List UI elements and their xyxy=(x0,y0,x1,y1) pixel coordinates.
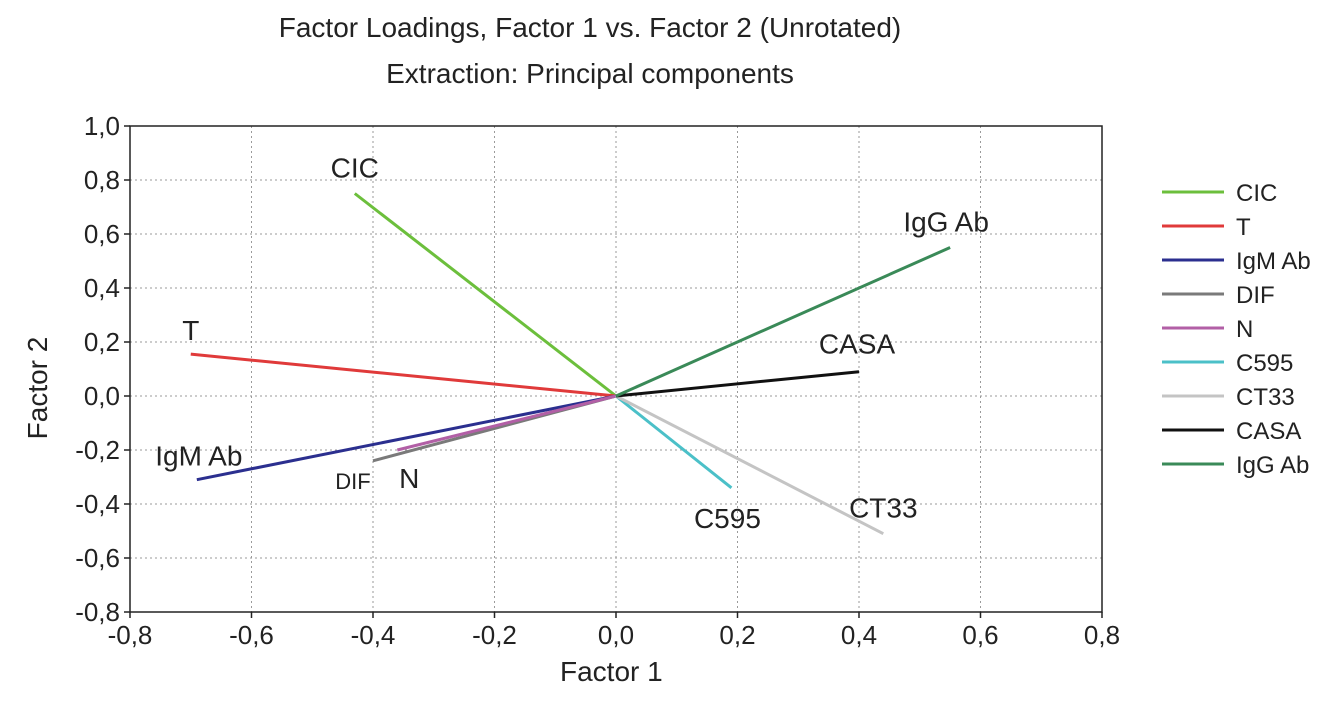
y-tick-label: 0,8 xyxy=(84,165,120,195)
series-label-dif: DIF xyxy=(335,469,370,494)
series-line-cic xyxy=(353,192,617,398)
chart-title: Factor Loadings, Factor 1 vs. Factor 2 (… xyxy=(278,12,902,43)
series-line-c595 xyxy=(615,394,733,489)
legend-label-casa: CASA xyxy=(1236,418,1301,445)
x-tick-label: 0,0 xyxy=(598,620,634,650)
legend-label-cic: CIC xyxy=(1236,180,1277,207)
legend-label-c595: C595 xyxy=(1236,350,1293,377)
y-tick-label: -0,6 xyxy=(75,543,120,573)
series-label-casa: CASA xyxy=(819,329,896,360)
x-axis-label: Factor 1 xyxy=(560,656,663,687)
x-tick-label: 0,4 xyxy=(841,620,877,650)
series-label-igg-ab: IgG Ab xyxy=(903,207,989,238)
series-line-casa xyxy=(615,370,860,398)
legend-label-dif: DIF xyxy=(1236,282,1275,309)
legend-label-t: T xyxy=(1236,214,1251,241)
legend-label-igg-ab: IgG Ab xyxy=(1236,452,1309,479)
series-label-cic: CIC xyxy=(331,153,379,184)
series-line-n xyxy=(396,394,617,452)
legend-label-igm-ab: IgM Ab xyxy=(1236,248,1311,275)
x-tick-label: -0,6 xyxy=(229,620,274,650)
series-line-igg-ab xyxy=(615,246,951,398)
chart-subtitle: Extraction: Principal components xyxy=(386,58,794,89)
y-tick-label: 0,6 xyxy=(84,219,120,249)
x-tick-label: 0,2 xyxy=(719,620,755,650)
series-label-n: N xyxy=(399,463,419,494)
legend-label-ct33: CT33 xyxy=(1236,384,1295,411)
series-line-igm-ab xyxy=(196,394,617,482)
series-line-t xyxy=(190,352,617,398)
y-tick-label: 0,4 xyxy=(84,273,120,303)
y-tick-label: 1,0 xyxy=(84,111,120,141)
y-tick-label: 0,0 xyxy=(84,381,120,411)
x-tick-label: -0,4 xyxy=(351,620,396,650)
x-tick-label: 0,6 xyxy=(962,620,998,650)
x-tick-label: -0,8 xyxy=(108,620,153,650)
plot-frame xyxy=(129,125,1103,613)
series-label-t: T xyxy=(182,315,199,346)
series-label-ct33: CT33 xyxy=(849,493,917,524)
x-tick-label: -0,2 xyxy=(472,620,517,650)
legend-label-n: N xyxy=(1236,316,1253,343)
series-label-igm-ab: IgM Ab xyxy=(155,441,242,472)
x-tick-label: 0,8 xyxy=(1084,620,1120,650)
y-tick-label: -0,8 xyxy=(75,597,120,627)
series-label-c595: C595 xyxy=(694,503,761,534)
y-tick-label: -0,2 xyxy=(75,435,120,465)
series-line-ct33 xyxy=(615,394,884,536)
y-tick-label: -0,4 xyxy=(75,489,120,519)
y-tick-label: 0,2 xyxy=(84,327,120,357)
